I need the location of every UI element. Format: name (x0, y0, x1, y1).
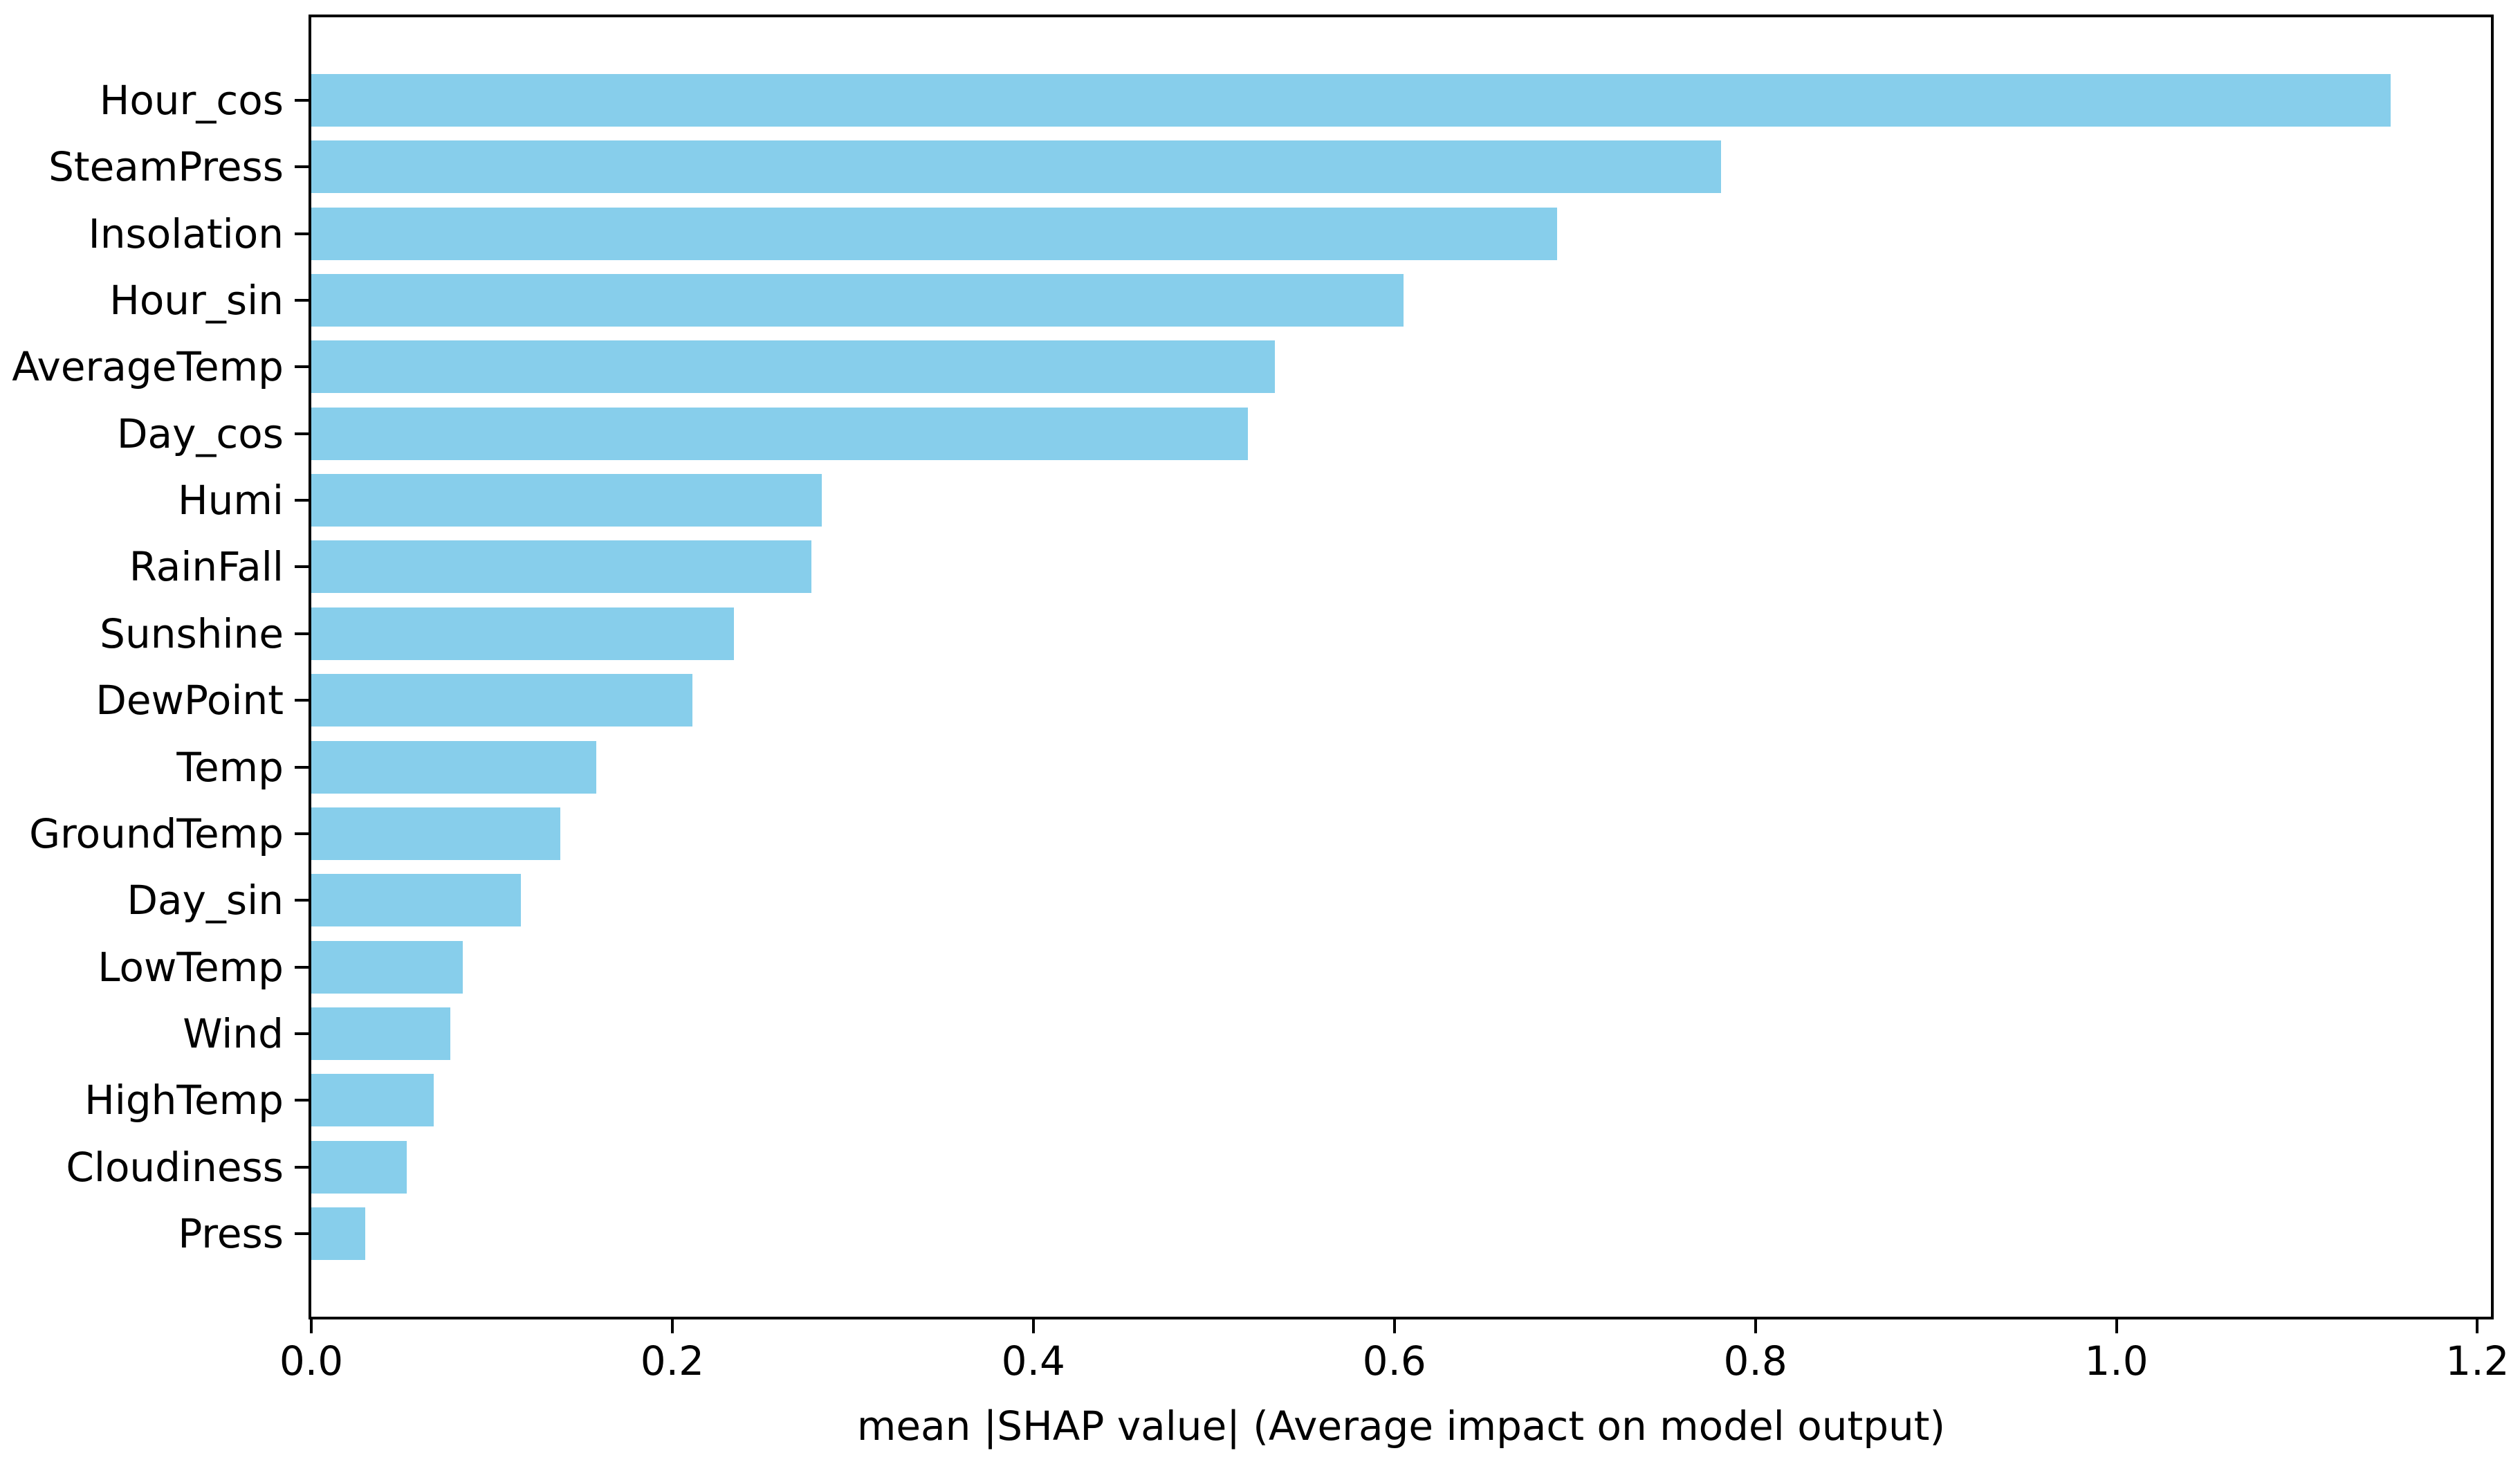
y-axis-tick-label: GroundTemp (29, 810, 284, 857)
bar (311, 940, 463, 994)
x-tick-mark (2476, 1319, 2479, 1333)
bar (311, 140, 1722, 194)
y-axis-tick-label: Day_cos (116, 410, 284, 457)
bar (311, 1207, 366, 1260)
y-tick-mark (295, 699, 309, 702)
y-tick-mark (295, 365, 309, 369)
bar (311, 274, 1404, 327)
x-axis-tick-label: 0.4 (1001, 1337, 1065, 1385)
x-tick-mark (1754, 1319, 1757, 1333)
y-tick-mark (295, 632, 309, 635)
bar (311, 607, 734, 660)
y-tick-mark (295, 565, 309, 569)
y-axis-tick-label: Press (178, 1209, 284, 1257)
bar (311, 474, 822, 527)
bar (311, 340, 1276, 394)
y-tick-mark (295, 1232, 309, 1235)
y-tick-mark (295, 99, 309, 102)
y-tick-mark (295, 299, 309, 302)
x-tick-mark (310, 1319, 313, 1333)
x-tick-mark (2115, 1319, 2118, 1333)
y-axis-tick-label: Cloudiness (66, 1143, 284, 1191)
x-axis-tick-label: 0.2 (640, 1337, 705, 1385)
bar (311, 1140, 407, 1194)
y-tick-mark (295, 499, 309, 502)
y-tick-mark (295, 899, 309, 902)
y-tick-mark (295, 1165, 309, 1169)
y-tick-mark (295, 965, 309, 969)
x-axis-label: mean |SHAP value| (Average impact on mod… (856, 1402, 1946, 1450)
y-axis-tick-label: Insolation (88, 210, 284, 257)
y-axis-tick-label: Hour_cos (99, 77, 284, 124)
y-axis-tick-label: Day_sin (127, 877, 284, 924)
y-axis-tick-label: HighTemp (84, 1077, 284, 1124)
y-tick-mark (295, 1099, 309, 1102)
y-axis-tick-label: Temp (176, 743, 284, 791)
y-tick-mark (295, 832, 309, 835)
bar (311, 807, 561, 860)
bar (311, 540, 811, 594)
y-axis-labels: Hour_cos SteamPress Insolation Hour_sin Aver… (0, 0, 284, 1462)
y-axis-tick-label: DewPoint (95, 677, 284, 724)
y-axis-tick-label: SteamPress (48, 143, 284, 191)
x-tick-mark (1392, 1319, 1396, 1333)
x-axis-tick-label: 1.0 (2084, 1337, 2149, 1385)
y-tick-mark (295, 232, 309, 235)
x-axis-tick-label: 1.2 (2445, 1337, 2510, 1385)
x-tick-mark (1031, 1319, 1035, 1333)
x-axis-tick-label: 0.8 (1723, 1337, 1787, 1385)
y-tick-mark (295, 432, 309, 435)
x-axis-tick-label: 0.0 (279, 1337, 344, 1385)
y-tick-mark (295, 165, 309, 169)
y-axis-tick-label: RainFall (129, 543, 284, 591)
plot-area (295, 15, 2494, 1333)
bar (311, 74, 2391, 127)
x-axis-tick-label: 0.6 (1362, 1337, 1426, 1385)
y-axis-tick-label: Humi (178, 477, 284, 524)
y-axis-tick-label: Hour_sin (109, 277, 284, 325)
y-tick-mark (295, 765, 309, 769)
y-axis-tick-label: Sunshine (100, 610, 284, 657)
y-axis-tick-label: LowTemp (98, 943, 284, 991)
bar (311, 207, 1557, 260)
y-axis-tick-label: AverageTemp (12, 343, 284, 391)
bar (311, 874, 521, 927)
x-tick-mark (670, 1319, 674, 1333)
bar (311, 740, 597, 794)
bar (311, 1007, 450, 1060)
bar (311, 674, 692, 727)
y-axis-tick-label: Wind (183, 1009, 284, 1057)
bar (311, 1074, 434, 1127)
y-tick-mark (295, 1032, 309, 1035)
bar (311, 407, 1249, 460)
